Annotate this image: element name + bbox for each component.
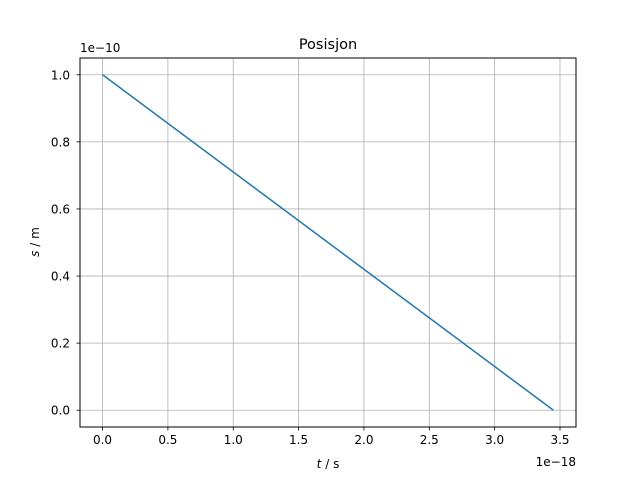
x-tick-label: 3.5: [550, 433, 569, 447]
y-tick-label: 0.6: [51, 202, 70, 216]
y-tick-label: 1.0: [51, 68, 70, 82]
y-axis-label: s / m: [28, 227, 42, 257]
y-tick-label: 0.4: [51, 270, 70, 284]
y-offset-label: 1e−10: [80, 41, 120, 55]
x-axis-unit: / s: [321, 457, 339, 471]
x-offset-label: 1e−18: [536, 455, 576, 469]
x-tick-label: 2.5: [420, 433, 439, 447]
y-axis-unit: / m: [28, 227, 42, 250]
series-layer: [102, 74, 554, 411]
y-tick-label: 0.2: [51, 337, 70, 351]
x-axis-label: t / s: [317, 457, 340, 471]
y-tick-label: 0.0: [51, 404, 70, 418]
ticks: 0.0 0.5 1.0 1.5 2.0 2.5 3.0 3.5 0.0 0.2 0.4 0.6 0.8 1…: [51, 68, 570, 447]
x-tick-label: 1.0: [224, 433, 243, 447]
x-tick-label: 0.0: [93, 433, 112, 447]
position-line: [102, 74, 554, 411]
x-tick-label: 1.5: [289, 433, 308, 447]
grid: [80, 58, 576, 427]
x-tick-label: 0.5: [158, 433, 177, 447]
y-tick-label: 0.8: [51, 135, 70, 149]
x-tick-label: 2.0: [354, 433, 373, 447]
chart-title: Posisjon: [299, 37, 357, 53]
x-axis-variable: t: [317, 457, 323, 471]
x-tick-label: 3.0: [485, 433, 504, 447]
y-axis-variable: s: [28, 251, 42, 257]
plot-frame: [79, 57, 577, 428]
